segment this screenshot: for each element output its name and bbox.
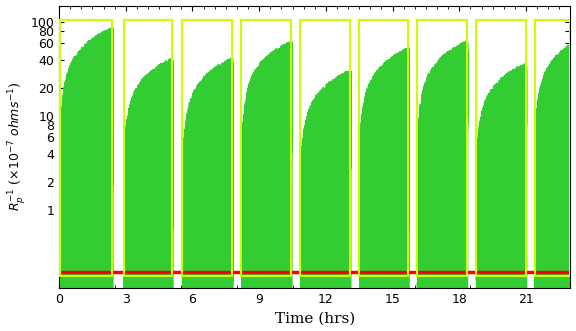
Bar [123,20,172,276]
Bar [60,20,112,276]
Bar [535,20,570,276]
Bar [241,20,291,276]
Y-axis label: $R_p^{-1}$ ($\times10^{-7}$ $ohms^{-1}$): $R_p^{-1}$ ($\times10^{-7}$ $ohms^{-1}$) [6,82,28,212]
Bar [183,20,233,276]
Bar [359,20,408,276]
Bar [417,20,467,276]
Bar [300,20,350,276]
X-axis label: Time (hrs): Time (hrs) [275,311,355,325]
Bar [476,20,526,276]
